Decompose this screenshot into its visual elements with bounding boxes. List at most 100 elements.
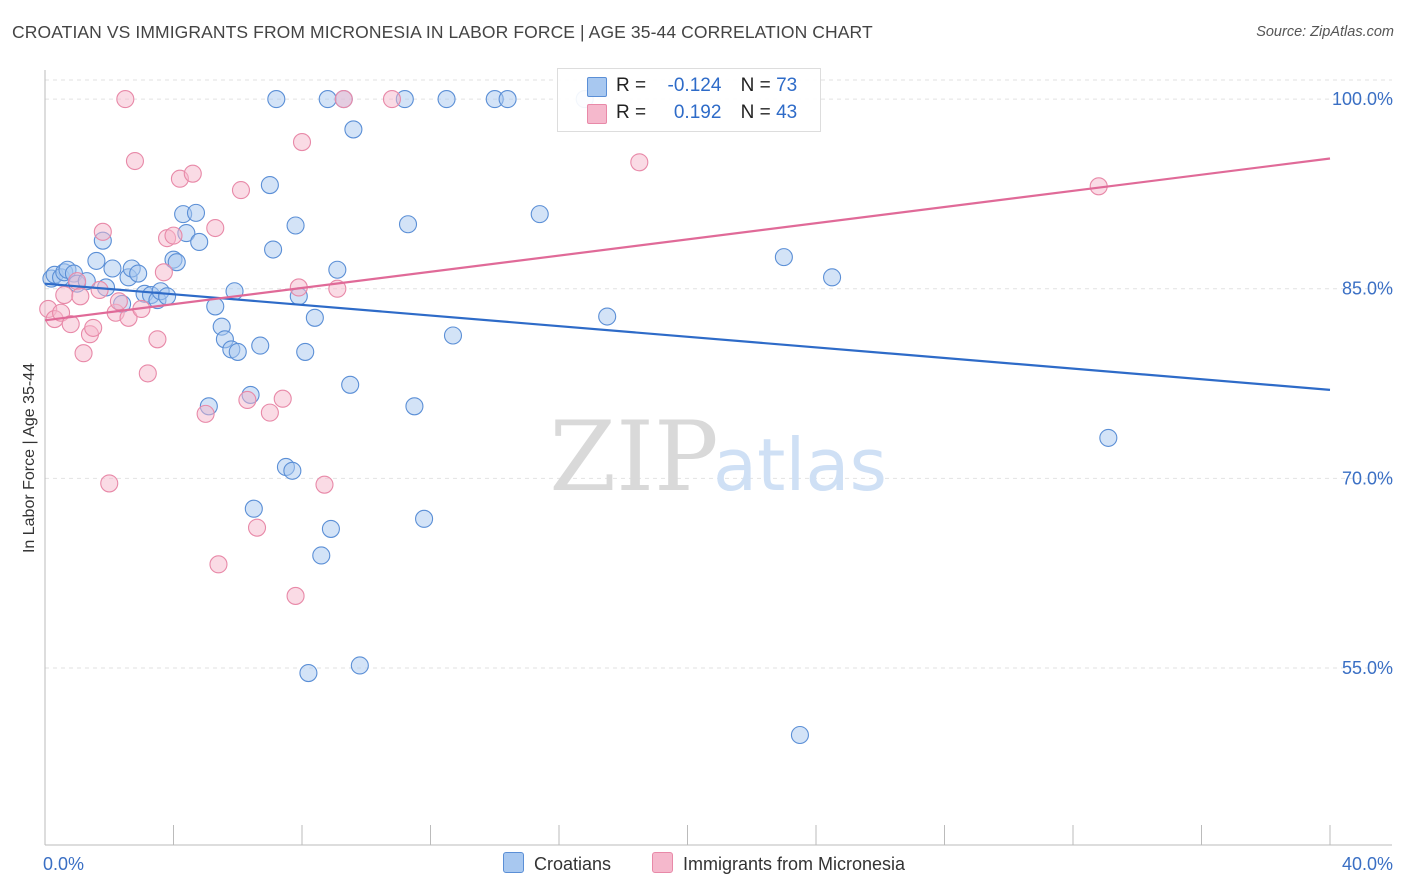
point-croatians — [598, 307, 617, 326]
legend-swatch-micronesia — [652, 852, 673, 873]
point-micronesia — [315, 475, 334, 494]
r-value-croatians: -0.124 — [667, 75, 722, 96]
point-croatians — [437, 90, 456, 109]
axes — [44, 70, 1392, 846]
grid-lines — [45, 79, 1392, 669]
point-micronesia — [196, 404, 215, 423]
point-micronesia — [273, 389, 292, 408]
point-croatians — [774, 248, 793, 267]
point-micronesia — [164, 226, 183, 245]
legend-item-croatians[interactable]: Croatians — [503, 852, 611, 875]
point-croatians — [790, 725, 809, 745]
point-croatians — [158, 287, 177, 306]
point-micronesia — [93, 222, 112, 241]
point-croatians — [530, 205, 549, 224]
y-tick-label: 55.0% — [1342, 658, 1393, 678]
point-micronesia — [55, 285, 74, 305]
point-micronesia — [209, 555, 228, 574]
point-micronesia — [231, 181, 251, 200]
point-micronesia — [61, 315, 80, 334]
point-micronesia — [286, 586, 305, 605]
point-croatians — [328, 260, 347, 279]
point-micronesia — [183, 164, 202, 183]
r-label: R = — [616, 75, 647, 96]
point-croatians — [312, 546, 331, 565]
point-croatians — [286, 216, 305, 235]
point-micronesia — [630, 153, 649, 172]
trend-lines — [44, 157, 1331, 391]
legend-row-croatians: R = -0.124 N = 73 — [616, 75, 797, 97]
point-micronesia — [138, 364, 157, 383]
n-value-micronesia: 43 — [776, 102, 798, 123]
point-croatians — [415, 509, 434, 528]
point-micronesia — [292, 133, 312, 152]
point-micronesia — [116, 90, 135, 109]
point-croatians — [167, 253, 186, 272]
point-croatians — [186, 203, 206, 222]
r-label: R = — [616, 102, 647, 123]
legend-item-micronesia[interactable]: Immigrants from Micronesia — [652, 852, 905, 875]
legend-label-micronesia: Immigrants from Micronesia — [683, 854, 906, 874]
legend-label-croatians: Croatians — [534, 854, 612, 874]
point-micronesia — [109, 292, 128, 311]
data-points — [39, 90, 1118, 745]
point-micronesia — [84, 318, 103, 337]
point-croatians — [129, 264, 148, 283]
y-tick-label: 100.0% — [1332, 89, 1393, 109]
legend-swatch-micronesia — [587, 104, 607, 124]
trend-line-croatians — [44, 282, 1331, 391]
y-tick-label: 85.0% — [1342, 279, 1393, 299]
point-croatians — [296, 342, 315, 361]
y-tick-label: 70.0% — [1342, 468, 1393, 488]
watermark-zip: ZIP — [549, 401, 718, 513]
point-croatians — [283, 461, 302, 480]
point-croatians — [498, 90, 517, 109]
tick-labels: 100.0% 85.0% 70.0% 55.0% 0.0% 40.0% — [43, 89, 1393, 874]
point-micronesia — [382, 90, 402, 109]
point-croatians — [1099, 428, 1118, 447]
legend-swatch-croatians — [587, 77, 607, 97]
point-croatians — [190, 232, 209, 251]
point-micronesia — [74, 344, 93, 363]
watermark-atlas: atlas — [713, 423, 887, 507]
x-tick-label: 40.0% — [1342, 854, 1393, 874]
n-label: N = — [740, 75, 771, 96]
point-micronesia — [334, 90, 353, 109]
point-micronesia — [238, 390, 257, 410]
point-micronesia — [260, 403, 279, 422]
point-croatians — [398, 215, 418, 234]
point-croatians — [87, 251, 106, 270]
legend-swatch-croatians — [503, 852, 524, 873]
point-croatians — [405, 397, 424, 416]
point-micronesia — [247, 518, 267, 537]
point-micronesia — [100, 474, 119, 493]
r-value-micronesia: 0.192 — [673, 102, 722, 123]
n-label: N = — [740, 102, 771, 123]
point-croatians — [103, 259, 122, 278]
point-croatians — [264, 240, 283, 259]
point-croatians — [305, 308, 324, 327]
legend-row-micronesia: R = 0.192 N = 43 — [616, 102, 797, 124]
series-legend: Croatians Immigrants from Micronesia — [0, 852, 1406, 878]
point-croatians — [344, 120, 363, 139]
point-croatians — [823, 268, 842, 287]
point-micronesia — [71, 287, 90, 306]
chart-title: CROATIAN VS IMMIGRANTS FROM MICRONESIA I… — [12, 22, 873, 42]
watermark: ZIP atlas — [549, 401, 887, 513]
point-croatians — [228, 342, 247, 361]
trend-line-micronesia — [44, 157, 1331, 322]
point-micronesia — [154, 263, 173, 282]
point-micronesia — [90, 280, 109, 300]
point-croatians — [267, 90, 286, 109]
point-croatians — [260, 175, 279, 195]
point-micronesia — [125, 151, 144, 171]
point-croatians — [443, 326, 463, 345]
point-croatians — [299, 664, 318, 683]
point-croatians — [318, 90, 337, 109]
point-micronesia — [148, 330, 167, 349]
point-croatians — [244, 499, 263, 518]
point-croatians — [350, 656, 369, 675]
point-micronesia — [206, 218, 225, 238]
correlation-legend: R = -0.124 N = 73 R = 0.192 N = 43 — [557, 68, 821, 132]
